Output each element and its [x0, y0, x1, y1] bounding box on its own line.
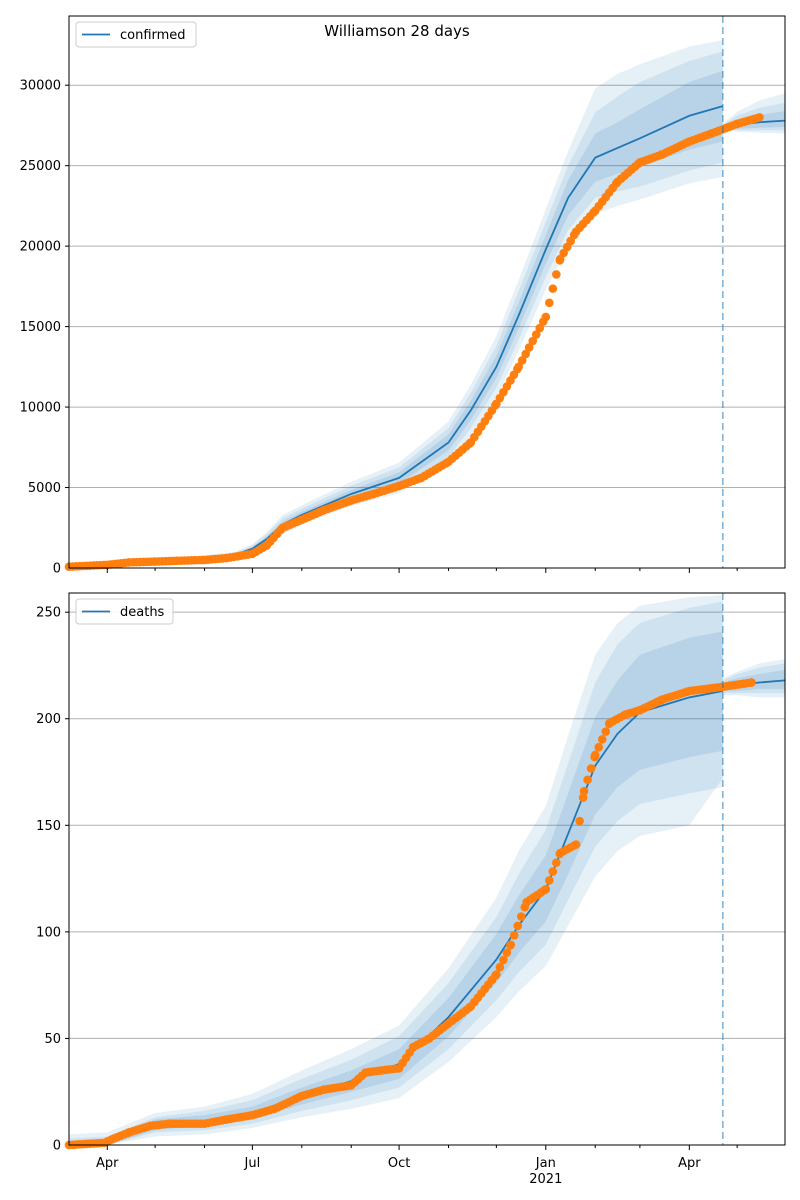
- observed-point: [528, 336, 538, 346]
- legend-box: [75, 21, 197, 48]
- uncertainty-band: [69, 601, 723, 1145]
- y-tick-label: 30000: [20, 79, 61, 94]
- observed-point: [521, 349, 531, 359]
- y-tick-label: 150: [36, 819, 61, 834]
- observed-point: [506, 940, 516, 949]
- x-tick-label: Oct: [388, 1156, 410, 1171]
- observed-point: [552, 858, 561, 867]
- observed-point: [502, 948, 512, 957]
- observed-point: [755, 113, 764, 122]
- y-tick-label: 10000: [20, 401, 61, 416]
- legend-label: confirmed: [120, 28, 186, 43]
- uncertainty-band: [69, 595, 723, 1145]
- observed-point: [531, 330, 541, 339]
- y-tick-label: 20000: [20, 240, 61, 255]
- observed-point: [578, 793, 588, 802]
- plot-frame: [68, 15, 786, 569]
- legend-label: deaths: [120, 605, 165, 620]
- y-tick-label: 250: [36, 606, 61, 621]
- observed-point: [545, 876, 554, 885]
- observed-point: [499, 955, 508, 965]
- legend-box: [75, 598, 174, 625]
- observed-point: [541, 312, 551, 322]
- x-tick-label: Jan: [535, 1156, 556, 1171]
- y-tick-label: 0: [53, 1139, 61, 1154]
- y-tick-label: 15000: [20, 320, 61, 335]
- plot-frame: [68, 592, 786, 1146]
- chart-title: Williamson 28 days: [324, 22, 470, 40]
- observed-point: [571, 840, 581, 849]
- observed-point: [747, 678, 756, 687]
- observed-point: [594, 742, 604, 752]
- observed-point: [524, 343, 534, 352]
- y-tick-label: 200: [36, 712, 61, 727]
- uncertainty-band: [69, 70, 723, 568]
- observed-point: [548, 867, 558, 876]
- observed-point: [597, 735, 607, 744]
- y-tick-label: 5000: [28, 481, 61, 496]
- observed-point: [586, 764, 596, 773]
- observed-point: [492, 970, 501, 979]
- observed-point: [575, 816, 584, 826]
- observed-point: [509, 930, 519, 940]
- confirmed-panel: 0 5000 10000 15000 20000 25000 30000 confirmed: [20, 15, 786, 577]
- y-tick-label: 100: [36, 925, 61, 940]
- observed-point: [579, 786, 589, 796]
- observed-point: [541, 884, 551, 894]
- observed-point: [517, 356, 527, 365]
- x-tick-year-label: 2021: [529, 1172, 562, 1187]
- uncertainty-band: [69, 40, 723, 568]
- x-tick-label: Apr: [96, 1156, 119, 1171]
- observed-point: [516, 912, 526, 921]
- observed-point: [590, 750, 600, 760]
- y-tick-label: 25000: [20, 159, 61, 174]
- observed-point: [545, 298, 554, 308]
- observed-point: [552, 270, 561, 279]
- deaths-panel: 0 50 100 150 200 250 Apr Jul Oct Jan Apr 2021 deaths: [36, 592, 786, 1187]
- uncertainty-band: [69, 51, 723, 568]
- observed-point: [514, 362, 523, 372]
- observed-point: [513, 921, 523, 931]
- observed-point: [583, 775, 592, 785]
- uncertainty-band: [69, 631, 723, 1145]
- x-tick-label: Apr: [678, 1156, 701, 1171]
- observed-point: [601, 727, 611, 736]
- y-tick-label: 50: [44, 1032, 61, 1047]
- x-tick-label: Jul: [244, 1156, 261, 1171]
- observed-point: [535, 323, 545, 333]
- y-tick-label: 0: [53, 562, 61, 577]
- observed-point: [548, 284, 558, 293]
- observed-point: [495, 962, 505, 972]
